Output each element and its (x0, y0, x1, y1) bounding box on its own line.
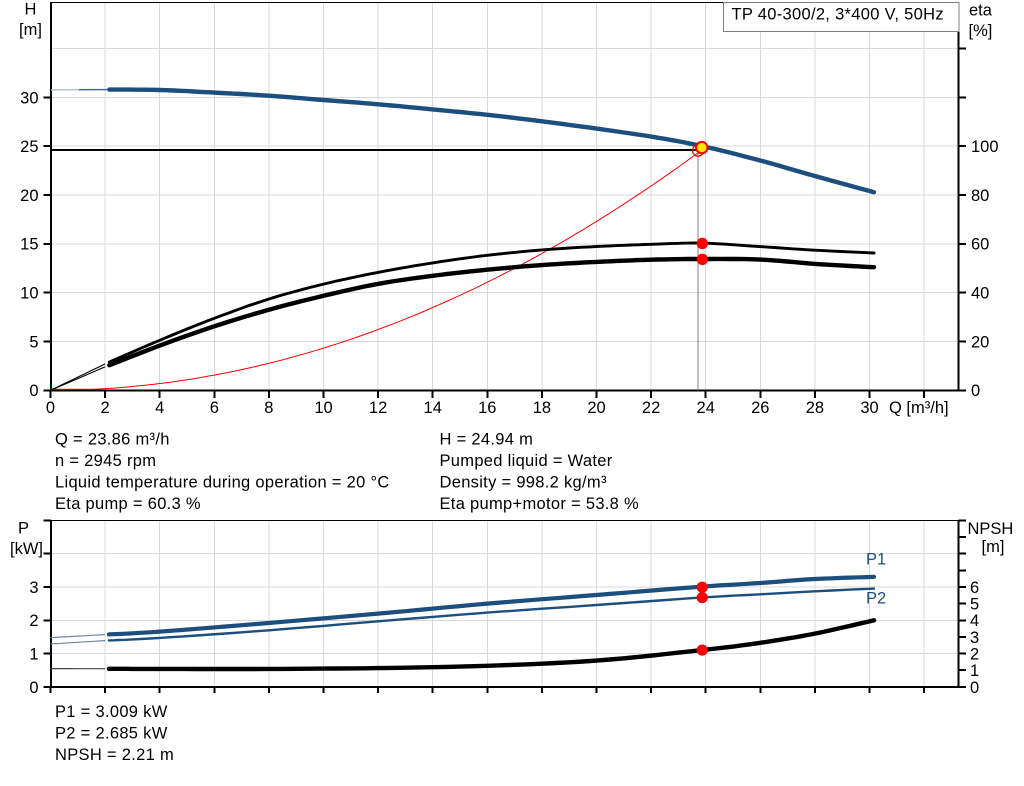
svg-text:6: 6 (210, 399, 219, 417)
svg-text:[m]: [m] (19, 21, 42, 39)
svg-text:24: 24 (697, 399, 715, 417)
svg-text:Eta pump+motor = 53.8 %: Eta pump+motor = 53.8 % (440, 495, 640, 513)
svg-text:3: 3 (970, 629, 979, 647)
svg-text:eta: eta (969, 2, 993, 20)
svg-text:Q = 23.86 m³/h: Q = 23.86 m³/h (55, 430, 170, 448)
svg-text:4: 4 (155, 399, 164, 417)
svg-text:[kW]: [kW] (10, 540, 43, 558)
svg-text:20: 20 (587, 399, 605, 417)
svg-text:5: 5 (29, 333, 38, 351)
svg-text:0: 0 (970, 679, 979, 697)
svg-text:12: 12 (369, 399, 387, 417)
svg-text:18: 18 (533, 399, 551, 417)
svg-text:P2 = 2.685 kW: P2 = 2.685 kW (55, 725, 168, 743)
svg-text:10: 10 (314, 399, 332, 417)
svg-text:0: 0 (46, 399, 55, 417)
svg-text:15: 15 (20, 236, 38, 254)
svg-text:10: 10 (20, 285, 38, 303)
svg-text:1: 1 (29, 646, 38, 664)
svg-text:80: 80 (971, 187, 989, 205)
svg-text:P1: P1 (866, 550, 886, 568)
svg-text:2: 2 (29, 612, 38, 630)
svg-text:1: 1 (970, 662, 979, 680)
svg-text:Density = 998.2 kg/m³: Density = 998.2 kg/m³ (440, 473, 607, 491)
svg-text:H = 24.94 m: H = 24.94 m (440, 430, 534, 448)
svg-text:6: 6 (970, 579, 979, 597)
svg-text:Liquid temperature during oper: Liquid temperature during operation = 20… (55, 473, 390, 491)
svg-text:TP 40-300/2, 3*400 V, 50Hz: TP 40-300/2, 3*400 V, 50Hz (732, 5, 944, 23)
svg-text:NPSH = 2.21 m: NPSH = 2.21 m (55, 746, 174, 764)
svg-text:28: 28 (806, 399, 824, 417)
svg-text:0: 0 (29, 679, 38, 697)
svg-text:Eta pump = 60.3 %: Eta pump = 60.3 % (55, 495, 201, 513)
svg-text:20: 20 (20, 187, 38, 205)
svg-text:5: 5 (970, 596, 979, 614)
svg-text:3: 3 (29, 579, 38, 597)
svg-text:25: 25 (20, 138, 38, 156)
svg-text:NPSH: NPSH (968, 520, 1014, 538)
svg-text:H: H (25, 1, 37, 19)
svg-text:30: 30 (20, 89, 38, 107)
svg-text:0: 0 (29, 382, 38, 400)
svg-text:20: 20 (971, 333, 989, 351)
svg-text:P: P (18, 520, 29, 538)
svg-text:4: 4 (970, 612, 979, 630)
svg-text:2: 2 (970, 646, 979, 664)
svg-text:0: 0 (971, 382, 980, 400)
svg-text:40: 40 (971, 285, 989, 303)
svg-text:60: 60 (971, 236, 989, 254)
svg-text:16: 16 (478, 399, 496, 417)
svg-text:14: 14 (424, 399, 442, 417)
svg-text:n = 2945 rpm: n = 2945 rpm (55, 452, 156, 470)
svg-text:P2: P2 (866, 589, 886, 607)
svg-text:[%]: [%] (969, 22, 993, 40)
svg-text:30: 30 (860, 399, 878, 417)
svg-text:8: 8 (264, 399, 273, 417)
svg-text:Pumped liquid = Water: Pumped liquid = Water (440, 452, 613, 470)
svg-text:Q [m³/h]: Q [m³/h] (889, 399, 949, 417)
svg-text:P1 = 3.009 kW: P1 = 3.009 kW (55, 703, 168, 721)
svg-text:22: 22 (642, 399, 660, 417)
svg-text:100: 100 (971, 138, 999, 156)
svg-text:2: 2 (101, 399, 110, 417)
svg-text:26: 26 (751, 399, 769, 417)
svg-text:[m]: [m] (982, 538, 1005, 556)
